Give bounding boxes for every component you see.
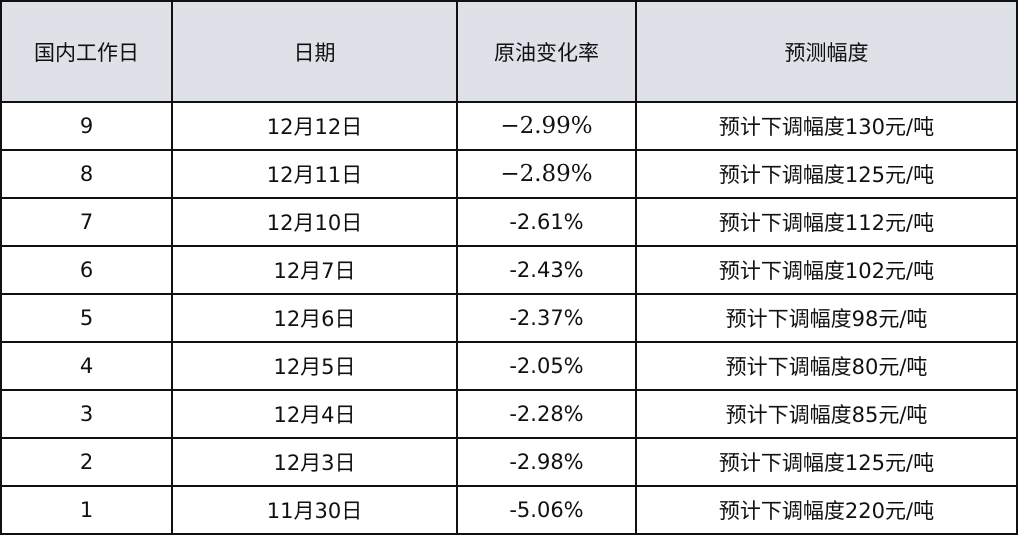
table-cell: 7 [2, 199, 173, 247]
header-cell: 预测幅度 [637, 2, 1018, 103]
header-cell: 原油变化率 [458, 2, 637, 103]
table-cell: -2.98% [458, 439, 637, 487]
table-cell: 6 [2, 247, 173, 295]
table-cell: 预计下调幅度125元/吨 [637, 439, 1018, 487]
table-cell: 9 [2, 103, 173, 151]
table-cell: 3 [2, 391, 173, 439]
table-cell: 12月12日 [173, 103, 458, 151]
table-cell: 12月3日 [173, 439, 458, 487]
table-cell: 12月10日 [173, 199, 458, 247]
table-cell: 11月30日 [173, 487, 458, 535]
table-cell: 预计下调幅度80元/吨 [637, 343, 1018, 391]
table-cell: 8 [2, 151, 173, 199]
table-cell: 预计下调幅度102元/吨 [637, 247, 1018, 295]
table-cell: 2 [2, 439, 173, 487]
table-cell: 12月5日 [173, 343, 458, 391]
header-cell: 日期 [173, 2, 458, 103]
table-cell: 预计下调幅度220元/吨 [637, 487, 1018, 535]
table-cell: 12月4日 [173, 391, 458, 439]
table-cell: -2.28% [458, 391, 637, 439]
table-cell: 预计下调幅度130元/吨 [637, 103, 1018, 151]
table-cell: −2.89% [458, 151, 637, 199]
table-cell: 预计下调幅度112元/吨 [637, 199, 1018, 247]
table-cell: 12月6日 [173, 295, 458, 343]
table-cell: -5.06% [458, 487, 637, 535]
table-cell: 1 [2, 487, 173, 535]
table-cell: 12月11日 [173, 151, 458, 199]
table-cell: -2.61% [458, 199, 637, 247]
header-cell: 国内工作日 [2, 2, 173, 103]
table-cell: 12月7日 [173, 247, 458, 295]
table-cell: −2.99% [458, 103, 637, 151]
table-cell: 预计下调幅度98元/吨 [637, 295, 1018, 343]
table-cell: 5 [2, 295, 173, 343]
table-cell: -2.37% [458, 295, 637, 343]
table-cell: 预计下调幅度85元/吨 [637, 391, 1018, 439]
table-cell: 预计下调幅度125元/吨 [637, 151, 1018, 199]
table-cell: -2.05% [458, 343, 637, 391]
table-cell: 4 [2, 343, 173, 391]
table-cell: -2.43% [458, 247, 637, 295]
